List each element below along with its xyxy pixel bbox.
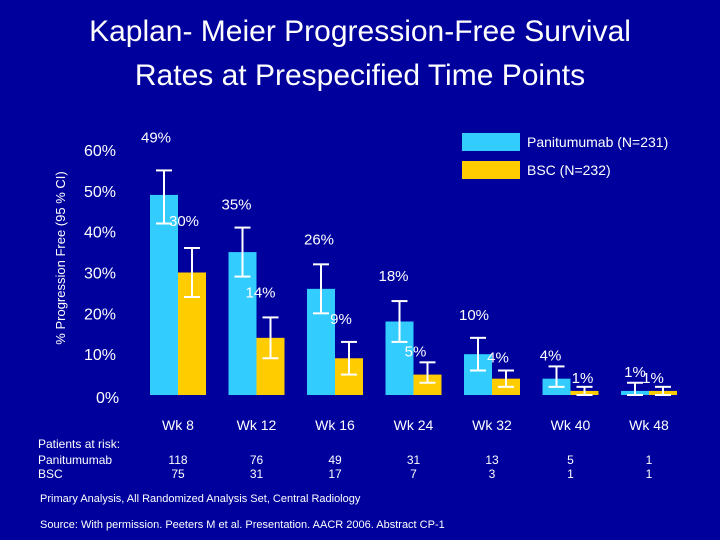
risk-column: 76 31: [237, 453, 277, 481]
y-tick-label: 50%: [84, 184, 116, 201]
risk-value-bsc: 3: [488, 467, 496, 481]
bar-panitumumab-1: [150, 194, 178, 395]
risk-value-panitumumab: 118: [168, 453, 188, 467]
risk-column: 31 7: [394, 453, 434, 481]
chart-title: Kaplan- Meier Progression-Free Survival …: [0, 10, 720, 98]
risk-value-bsc: 7: [410, 467, 417, 481]
data-label-bsc: 14%: [245, 284, 275, 301]
risk-column: 118 75: [158, 453, 198, 481]
risk-row-label-bsc: BSC: [38, 467, 63, 481]
x-tick-label: Wk 24: [394, 417, 434, 433]
risk-value-panitumumab: 31: [406, 453, 421, 467]
y-tick-label: 10%: [84, 347, 116, 364]
x-tick-label: Wk 32: [472, 417, 512, 433]
bar-bsc-4: [413, 374, 442, 395]
y-tick-label: 30%: [84, 266, 116, 283]
data-label-panitumumab: 26%: [304, 231, 334, 248]
data-label-bsc: 5%: [405, 343, 427, 360]
risk-row-label-panitumumab: Panitumumab: [38, 453, 113, 467]
legend-swatch-bsc: [462, 161, 520, 179]
data-label-panitumumab: 18%: [378, 268, 408, 285]
data-label-bsc: 9%: [330, 311, 352, 328]
x-tick-label: Wk 8: [162, 417, 194, 433]
risk-value-panitumumab: 13: [485, 453, 499, 467]
risk-value-panitumumab: 1: [645, 453, 653, 467]
x-tick-label: Wk 12: [237, 417, 277, 433]
data-label-bsc: 1%: [572, 370, 594, 387]
y-tick-label: 60%: [84, 143, 116, 160]
risk-column: 13 3: [472, 453, 512, 481]
data-label-panitumumab: 1%: [624, 364, 646, 381]
x-tick-label: Wk 16: [315, 417, 355, 433]
risk-value-bsc: 17: [328, 467, 342, 481]
title-line-1: Kaplan- Meier Progression-Free Survival: [89, 15, 631, 48]
x-tick-label: Wk 40: [551, 417, 591, 433]
source-footnote: Source: With permission. Peeters M et al…: [40, 519, 445, 531]
data-label-bsc: 30%: [169, 213, 199, 230]
legend-swatch-panitumumab: [462, 133, 520, 151]
title-line-2: Rates at Prespecified Time Points: [134, 59, 586, 92]
analysis-footnote: Primary Analysis, All Randomized Analysi…: [40, 493, 361, 505]
risk-value-bsc: 75: [171, 467, 185, 481]
y-tick-label: 0%: [96, 390, 119, 407]
y-tick-label: 40%: [84, 225, 116, 242]
risk-value-bsc: 1: [645, 467, 653, 481]
y-tick-label: 20%: [84, 306, 116, 323]
data-label-panitumumab: 49%: [141, 129, 171, 146]
legend-label-panitumumab: Panitumumab (N=231): [527, 134, 668, 150]
data-label-panitumumab: 35%: [221, 197, 251, 214]
y-axis-label: % Progression Free (95 % CI): [53, 171, 68, 344]
data-label-panitumumab: 4%: [540, 347, 562, 364]
data-label-panitumumab: 10%: [459, 307, 489, 324]
risk-value-panitumumab: 49: [328, 453, 342, 467]
legend-label-bsc: BSC (N=232): [527, 162, 611, 178]
data-label-bsc: 4%: [487, 350, 509, 367]
risk-column: 49 17: [315, 453, 355, 481]
risk-value-bsc: 31: [249, 467, 264, 481]
risk-table-header: Patients at risk:: [38, 437, 121, 451]
data-label-bsc: 1%: [642, 370, 664, 387]
risk-value-bsc: 1: [567, 467, 574, 481]
x-tick-label: Wk 48: [629, 417, 669, 433]
risk-value-panitumumab: 76: [249, 453, 264, 467]
risk-value-panitumumab: 5: [567, 453, 574, 467]
